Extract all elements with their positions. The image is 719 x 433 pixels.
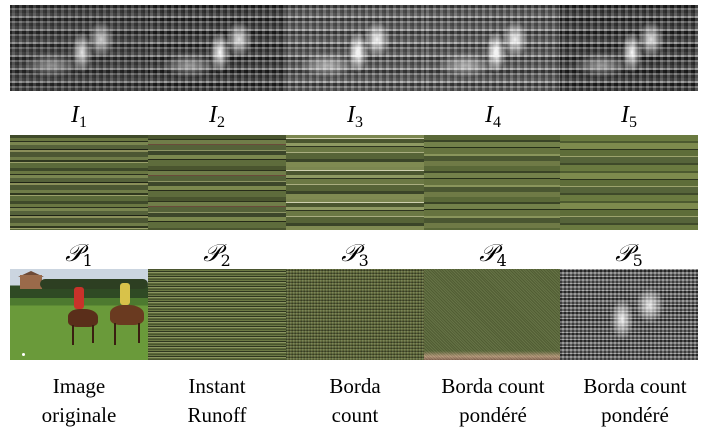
horse-right-leg bbox=[138, 323, 140, 343]
horse-left-leg bbox=[72, 325, 74, 345]
result-weighted-borda bbox=[424, 269, 562, 360]
label-i5: I5 bbox=[621, 102, 637, 131]
house bbox=[20, 275, 42, 289]
polo-ball bbox=[22, 353, 25, 356]
horse-left bbox=[68, 309, 98, 327]
label-p1: 𝒫1 bbox=[65, 239, 93, 270]
label-p5: 𝒫5 bbox=[615, 239, 643, 270]
image-i3 bbox=[286, 5, 424, 91]
rider-red bbox=[74, 287, 84, 309]
label-i2: I2 bbox=[209, 102, 225, 131]
original-photo bbox=[10, 269, 148, 360]
image-p3 bbox=[286, 135, 424, 230]
horse-right bbox=[110, 305, 144, 325]
label-i1: I1 bbox=[71, 102, 87, 131]
image-p5 bbox=[560, 135, 698, 230]
result-weighted-borda-gray bbox=[560, 269, 698, 360]
image-p4 bbox=[424, 135, 562, 230]
result-instant-runoff bbox=[148, 269, 286, 360]
caption-original: Image originale bbox=[41, 374, 117, 427]
label-p2: 𝒫2 bbox=[203, 239, 231, 270]
label-i4: I4 bbox=[485, 102, 501, 131]
horse-left-leg bbox=[92, 325, 94, 343]
caption-instant-runoff: Instant Runoff bbox=[187, 374, 247, 427]
label-p4: 𝒫4 bbox=[479, 239, 507, 270]
label-i3: I3 bbox=[347, 102, 363, 131]
caption-weighted-borda-2: Borda count pondéré bbox=[583, 374, 687, 427]
result-borda-count bbox=[286, 269, 424, 360]
image-i5 bbox=[560, 5, 698, 91]
rider-yellow bbox=[120, 283, 130, 305]
image-i1 bbox=[10, 5, 148, 91]
house-roof bbox=[18, 271, 44, 277]
caption-weighted-borda-1: Borda count pondéré bbox=[441, 374, 545, 427]
image-i4 bbox=[424, 5, 562, 91]
image-p2 bbox=[148, 135, 286, 230]
horse-right-leg bbox=[114, 323, 116, 345]
label-p3: 𝒫3 bbox=[341, 239, 369, 270]
caption-borda-count: Borda count bbox=[329, 374, 381, 427]
image-p1 bbox=[10, 135, 148, 230]
image-i2 bbox=[148, 5, 286, 91]
tree-line bbox=[40, 279, 148, 289]
